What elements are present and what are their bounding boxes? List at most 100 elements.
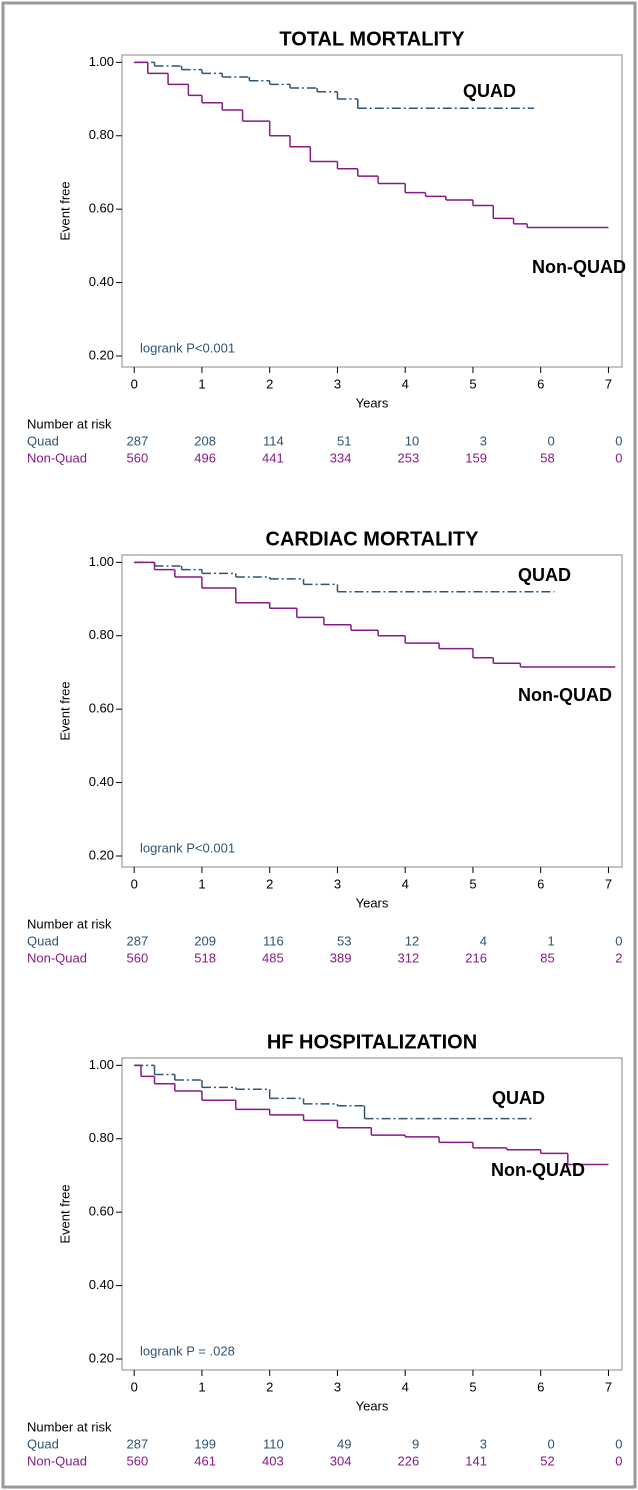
series-label: Non-QUAD (532, 257, 626, 277)
series-label: Non-QUAD (518, 685, 612, 705)
risk-count: 485 (262, 950, 284, 965)
risk-count: 1 (547, 933, 554, 948)
risk-count: 226 (397, 1453, 419, 1468)
risk-count: 0 (547, 433, 554, 448)
y-tick-label: 1.00 (89, 1057, 114, 1072)
y-tick-label: 1.00 (89, 554, 114, 569)
risk-count: 560 (126, 450, 148, 465)
risk-count: 3 (480, 1436, 487, 1451)
series-label: QUAD (518, 565, 571, 585)
risk-count: 441 (262, 450, 284, 465)
x-tick-label: 1 (198, 876, 205, 891)
risk-count: 560 (126, 950, 148, 965)
y-tick-label: 0.80 (89, 127, 114, 142)
risk-count: 403 (262, 1453, 284, 1468)
x-tick-label: 0 (131, 876, 138, 891)
plot-frame (121, 54, 623, 368)
risk-count: 253 (397, 450, 419, 465)
y-tick-label: 1.00 (89, 54, 114, 69)
series-label: QUAD (463, 81, 516, 101)
x-tick-label: 1 (198, 1379, 205, 1394)
x-tick-label: 6 (537, 876, 544, 891)
risk-count: 10 (405, 433, 419, 448)
y-axis-label: Event free (57, 681, 72, 740)
y-axis-label: Event free (57, 1184, 72, 1243)
risk-count: 518 (194, 950, 216, 965)
risk-row-name: Quad (27, 433, 59, 448)
risk-count: 209 (194, 933, 216, 948)
chart-title: HF HOSPITALIZATION (267, 1031, 477, 1053)
risk-count: 461 (194, 1453, 216, 1468)
y-tick-label: 0.60 (89, 201, 114, 216)
risk-row-name: Non-Quad (27, 450, 87, 465)
risk-count: 58 (540, 450, 554, 465)
risk-row-name: Quad (27, 1436, 59, 1451)
x-tick-label: 5 (469, 876, 476, 891)
x-tick-label: 5 (469, 376, 476, 391)
risk-table-title: Number at risk (27, 1419, 112, 1434)
x-tick-label: 4 (402, 876, 409, 891)
x-tick-label: 7 (605, 1379, 612, 1394)
x-axis-label: Years (356, 895, 389, 910)
x-tick-label: 2 (266, 376, 273, 391)
x-axis-label: Years (356, 395, 389, 410)
risk-count: 389 (330, 950, 352, 965)
y-tick-label: 0.60 (89, 1204, 114, 1219)
x-tick-label: 6 (537, 376, 544, 391)
y-tick-label: 0.40 (89, 774, 114, 789)
x-tick-label: 4 (402, 376, 409, 391)
x-tick-label: 3 (334, 876, 341, 891)
x-tick-label: 4 (402, 1379, 409, 1394)
series-label: Non-QUAD (491, 1160, 585, 1180)
risk-count: 560 (126, 1453, 148, 1468)
risk-count: 3 (480, 433, 487, 448)
risk-row-name: Non-Quad (27, 1453, 87, 1468)
risk-count: 2 (615, 950, 622, 965)
risk-count: 114 (263, 433, 284, 448)
x-tick-label: 3 (334, 1379, 341, 1394)
risk-count: 0 (615, 450, 622, 465)
x-tick-label: 0 (131, 1379, 138, 1394)
risk-row-name: Quad (27, 933, 59, 948)
y-tick-label: 0.80 (89, 1130, 114, 1145)
risk-count: 208 (194, 433, 216, 448)
y-tick-label: 0.40 (89, 274, 114, 289)
logrank-annotation: logrank P = .028 (140, 1343, 235, 1358)
series-label: QUAD (492, 1088, 545, 1108)
chart-title: CARDIAC MORTALITY (266, 528, 480, 550)
risk-count: 216 (465, 950, 487, 965)
x-tick-label: 2 (266, 876, 273, 891)
x-tick-label: 7 (605, 376, 612, 391)
x-tick-label: 2 (266, 1379, 273, 1394)
x-tick-label: 5 (469, 1379, 476, 1394)
risk-count: 0 (615, 1436, 622, 1451)
risk-count: 0 (615, 1453, 622, 1468)
x-tick-label: 3 (334, 376, 341, 391)
risk-count: 496 (194, 450, 216, 465)
plot-frame (121, 1057, 623, 1371)
x-tick-label: 0 (131, 376, 138, 391)
risk-row-name: Non-Quad (27, 950, 87, 965)
y-tick-label: 0.20 (89, 1350, 114, 1365)
y-axis-label: Event free (57, 181, 72, 240)
risk-table-title: Number at risk (27, 916, 112, 931)
risk-count: 287 (126, 433, 148, 448)
y-tick-label: 0.60 (89, 701, 114, 716)
risk-count: 334 (330, 450, 352, 465)
risk-table-title: Number at risk (27, 416, 112, 431)
risk-count: 199 (194, 1436, 216, 1451)
risk-count: 52 (540, 1453, 554, 1468)
y-tick-label: 0.20 (89, 347, 114, 362)
risk-count: 0 (615, 933, 622, 948)
risk-count: 85 (540, 950, 554, 965)
risk-count: 49 (337, 1436, 351, 1451)
chart-title: TOTAL MORTALITY (279, 28, 465, 50)
risk-count: 304 (330, 1453, 352, 1468)
risk-count: 312 (397, 950, 419, 965)
y-tick-label: 0.20 (89, 847, 114, 862)
x-axis-label: Years (356, 1398, 389, 1413)
risk-count: 287 (126, 1436, 148, 1451)
